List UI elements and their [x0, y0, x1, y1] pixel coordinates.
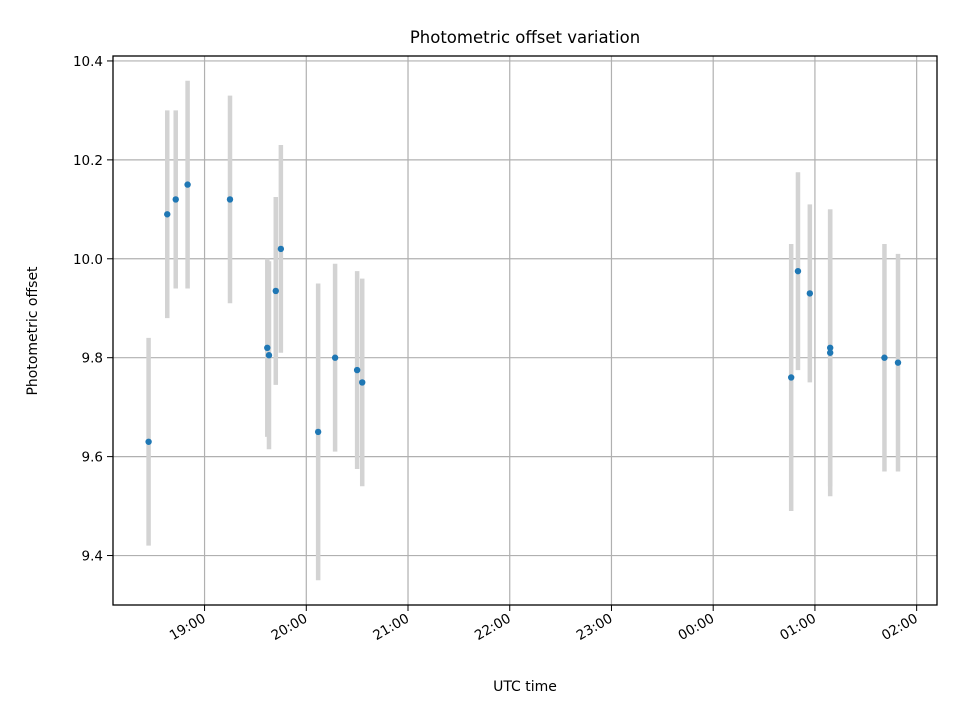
data-point [265, 352, 273, 359]
y-tick-label: 9.4 [82, 549, 103, 565]
data-point [881, 354, 888, 361]
x-tick-label: 00:00 [676, 611, 718, 644]
data-point [806, 290, 814, 297]
data-point [277, 245, 285, 253]
chart-title: Photometric offset variation [410, 28, 640, 47]
y-tick-label: 10.2 [73, 153, 103, 169]
x-tick-label: 23:00 [574, 611, 616, 644]
data-points [145, 181, 902, 445]
x-tick-label: 22:00 [472, 611, 514, 644]
data-point [359, 379, 366, 386]
data-point [794, 267, 802, 275]
y-tick-label: 9.6 [82, 450, 103, 466]
x-tick-label: 19:00 [167, 611, 209, 644]
data-point [331, 354, 339, 361]
grid-lines [113, 56, 937, 605]
y-tick-label: 9.8 [82, 351, 103, 367]
y-axis-ticks: 9.4 9.6 9.8 10.0 10.2 10.4 [73, 54, 113, 565]
x-tick-label: 20:00 [269, 611, 311, 644]
data-point [272, 287, 279, 295]
x-tick-label: 02:00 [879, 611, 921, 644]
data-point [226, 196, 234, 203]
data-point [894, 359, 902, 366]
y-tick-label: 10.4 [73, 54, 103, 70]
x-tick-label: 21:00 [370, 611, 412, 644]
x-axis-ticks: 19:00 20:00 21:00 22:00 23:00 00:00 01:00 02:00 [167, 605, 921, 644]
error-bars [146, 80, 901, 581]
plot-frame [112, 55, 938, 606]
data-point [145, 438, 152, 445]
data-point [264, 344, 271, 352]
data-point [314, 428, 322, 436]
x-axis-label: UTC time [493, 679, 557, 695]
x-tick-label: 01:00 [777, 611, 819, 644]
data-point [164, 211, 171, 218]
data-point [826, 349, 834, 356]
data-point [787, 374, 795, 381]
y-tick-label: 10.0 [73, 252, 103, 268]
data-point [826, 344, 834, 352]
data-point [353, 366, 361, 374]
y-axis-label: Photometric offset [25, 266, 41, 396]
data-point [184, 181, 191, 188]
data-point [172, 196, 179, 203]
